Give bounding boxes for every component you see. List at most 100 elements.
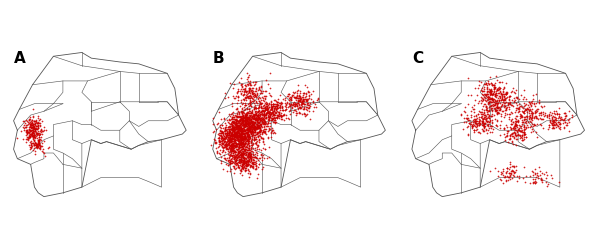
Point: [232, 94, 241, 98]
Point: [227, 135, 237, 139]
Point: [240, 134, 250, 138]
Point: [242, 138, 251, 142]
Point: [488, 92, 497, 97]
Point: [478, 94, 488, 98]
Point: [517, 129, 527, 133]
Point: [26, 123, 35, 128]
Point: [520, 103, 530, 107]
Point: [236, 123, 245, 127]
Point: [260, 108, 269, 112]
Point: [250, 122, 259, 126]
Point: [221, 123, 231, 128]
Point: [483, 113, 493, 117]
Point: [239, 115, 249, 119]
Point: [236, 119, 245, 123]
Point: [31, 119, 40, 123]
Point: [512, 133, 521, 137]
Point: [235, 155, 245, 160]
Point: [245, 161, 254, 165]
Point: [304, 106, 314, 110]
Point: [302, 109, 311, 113]
Point: [225, 124, 235, 128]
Point: [245, 110, 254, 114]
Point: [235, 118, 245, 122]
Point: [236, 152, 246, 156]
Point: [236, 122, 245, 126]
Point: [272, 110, 281, 114]
Point: [490, 85, 500, 89]
Point: [502, 134, 512, 138]
Point: [244, 149, 253, 153]
Point: [269, 109, 278, 113]
Point: [484, 82, 493, 86]
Point: [484, 115, 493, 119]
Point: [302, 101, 312, 105]
Point: [484, 101, 494, 105]
Point: [489, 84, 499, 88]
Point: [260, 102, 270, 106]
Point: [502, 96, 511, 100]
Point: [229, 167, 238, 171]
Point: [29, 134, 38, 138]
Point: [245, 99, 255, 103]
Point: [227, 124, 237, 128]
Point: [230, 149, 239, 153]
Point: [238, 147, 248, 151]
Point: [509, 128, 518, 132]
Point: [504, 107, 514, 111]
Point: [250, 83, 259, 87]
Point: [528, 173, 538, 177]
Point: [238, 113, 247, 117]
Point: [524, 109, 534, 113]
Point: [243, 94, 253, 99]
Point: [496, 107, 505, 111]
Point: [236, 127, 246, 131]
Point: [256, 127, 265, 131]
Point: [237, 131, 247, 135]
Point: [230, 129, 240, 133]
Point: [229, 133, 238, 137]
Point: [524, 109, 534, 113]
Point: [506, 171, 516, 175]
Point: [254, 130, 263, 134]
Point: [230, 133, 239, 137]
Point: [235, 125, 244, 130]
Point: [247, 164, 257, 168]
Point: [264, 116, 274, 120]
Point: [256, 105, 266, 109]
Point: [248, 109, 257, 113]
Point: [530, 173, 539, 177]
Point: [514, 126, 524, 130]
Point: [474, 121, 484, 125]
Point: [279, 113, 289, 117]
Point: [496, 115, 506, 119]
Point: [233, 90, 242, 94]
Point: [245, 122, 255, 127]
Point: [238, 113, 247, 117]
Point: [256, 137, 265, 141]
Point: [469, 124, 479, 128]
Point: [239, 124, 249, 128]
Point: [236, 145, 245, 149]
Point: [235, 131, 244, 135]
Point: [29, 131, 38, 135]
Point: [265, 103, 274, 107]
Point: [269, 108, 279, 112]
Point: [227, 123, 237, 127]
Point: [29, 136, 38, 140]
Point: [532, 171, 542, 175]
Point: [245, 129, 254, 133]
Point: [478, 98, 488, 102]
Point: [238, 85, 247, 89]
Point: [237, 114, 247, 118]
Point: [31, 144, 40, 148]
Point: [232, 141, 241, 145]
Point: [260, 131, 270, 135]
Point: [259, 140, 268, 144]
Point: [31, 127, 40, 131]
Point: [235, 127, 245, 131]
Point: [257, 118, 266, 122]
Point: [302, 99, 311, 103]
Point: [481, 92, 491, 97]
Point: [247, 160, 256, 164]
